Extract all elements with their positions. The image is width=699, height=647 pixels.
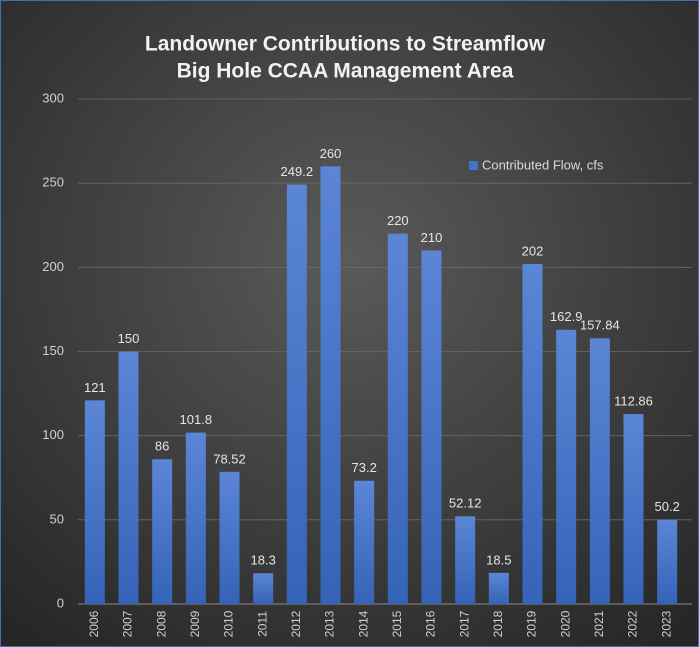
data-label: 157.84 bbox=[580, 318, 620, 333]
x-tick-label: 2014 bbox=[356, 610, 370, 637]
bar bbox=[185, 432, 206, 604]
bar bbox=[556, 329, 577, 604]
chart-title: Landowner Contributions to Streamflow bbox=[145, 33, 546, 56]
data-label: 52.12 bbox=[449, 496, 482, 511]
data-label: 121 bbox=[84, 380, 106, 395]
x-tick-label: 2011 bbox=[255, 611, 269, 637]
bar bbox=[455, 516, 476, 604]
data-label: 162.9 bbox=[550, 309, 583, 324]
bar bbox=[589, 338, 610, 604]
x-tick-label: 2019 bbox=[525, 610, 539, 637]
data-label: 220 bbox=[387, 213, 409, 228]
bar bbox=[387, 233, 408, 604]
data-label: 18.5 bbox=[486, 552, 511, 567]
bar bbox=[118, 351, 139, 604]
bar bbox=[522, 263, 543, 604]
bar bbox=[657, 519, 678, 604]
y-tick-label: 100 bbox=[42, 427, 64, 442]
data-label: 50.2 bbox=[655, 499, 680, 514]
y-tick-label: 0 bbox=[57, 595, 64, 610]
bar bbox=[253, 573, 274, 604]
x-tick-label: 2018 bbox=[491, 610, 505, 637]
data-label: 78.52 bbox=[213, 451, 246, 466]
x-tick-label: 2016 bbox=[424, 610, 438, 637]
x-tick-label: 2007 bbox=[121, 610, 135, 637]
bar bbox=[286, 184, 307, 604]
data-label: 260 bbox=[320, 146, 342, 161]
bar bbox=[421, 250, 442, 604]
bar bbox=[354, 480, 375, 604]
x-tick-label: 2010 bbox=[222, 610, 236, 637]
bar bbox=[320, 166, 341, 605]
x-tick-label: 2006 bbox=[87, 610, 101, 637]
legend-marker bbox=[469, 161, 478, 170]
x-tick-label: 2012 bbox=[289, 610, 303, 637]
data-label: 86 bbox=[155, 439, 169, 454]
bar bbox=[488, 572, 509, 604]
data-label: 101.8 bbox=[180, 412, 213, 427]
bar bbox=[623, 414, 644, 604]
x-tick-label: 2017 bbox=[457, 610, 471, 637]
bar bbox=[84, 400, 105, 604]
data-label: 73.2 bbox=[352, 460, 377, 475]
x-tick-label: 2023 bbox=[659, 610, 673, 637]
data-label: 18.3 bbox=[251, 553, 276, 568]
x-tick-label: 2020 bbox=[558, 610, 572, 637]
y-tick-label: 200 bbox=[42, 259, 64, 274]
data-label: 112.86 bbox=[614, 393, 653, 408]
y-tick-label: 150 bbox=[42, 343, 64, 358]
x-tick-label: 2008 bbox=[154, 610, 168, 637]
legend-label: Contributed Flow, cfs bbox=[482, 157, 604, 172]
x-tick-label: 2021 bbox=[592, 610, 606, 637]
x-tick-label: 2013 bbox=[323, 610, 337, 637]
bar bbox=[152, 459, 173, 604]
y-tick-label: 300 bbox=[42, 90, 64, 105]
chart-subtitle: Big Hole CCAA Management Area bbox=[177, 60, 514, 83]
data-label: 202 bbox=[522, 243, 544, 258]
y-tick-label: 50 bbox=[50, 511, 64, 526]
x-tick-label: 2022 bbox=[626, 610, 640, 637]
y-tick-label: 250 bbox=[42, 175, 64, 190]
x-tick-label: 2009 bbox=[188, 610, 202, 637]
x-tick-label: 2015 bbox=[390, 610, 404, 637]
data-label: 210 bbox=[421, 230, 443, 245]
data-label: 249.2 bbox=[281, 164, 314, 179]
bar bbox=[219, 471, 240, 604]
data-label: 150 bbox=[118, 331, 140, 346]
